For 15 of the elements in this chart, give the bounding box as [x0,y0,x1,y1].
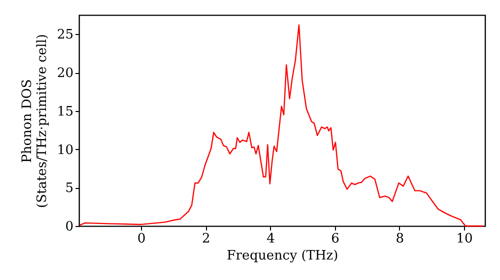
x-tick-label: 2 [202,232,210,246]
x-tick-label: 0 [137,232,146,246]
y-tick-label: 0 [65,220,74,234]
y-tick-label: 20 [56,66,74,82]
y-tick-label: 25 [56,28,74,43]
y-tick-label: 10 [56,142,74,158]
y-tick-label: 15 [56,104,74,120]
x-tick-label: 4 [266,232,275,246]
y-tick-label: 5 [65,181,74,196]
x-tick-label: 8 [396,232,404,246]
x-tick-label: 6 [331,232,340,246]
x-axis-title: Frequency (THz) [226,248,338,264]
line-series [79,24,484,227]
y-axis-title: Phonon DOS (States/THz·primitive cell) [20,34,50,208]
x-tick-label: 10 [456,232,473,246]
